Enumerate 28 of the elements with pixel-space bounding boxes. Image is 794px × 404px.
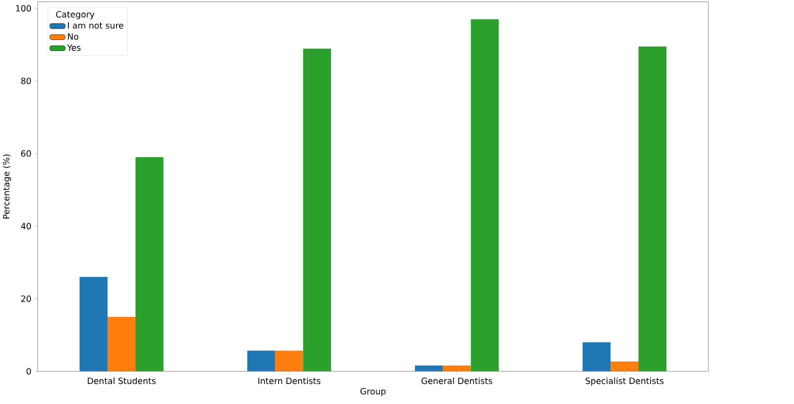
y-tick-label: 40 <box>21 223 31 230</box>
bar <box>135 157 164 372</box>
legend-title: Category <box>56 11 94 20</box>
y-tick-label: 0 <box>26 368 31 375</box>
x-axis-title: Group <box>360 388 386 396</box>
y-tick-label: 60 <box>21 150 31 157</box>
bar <box>470 19 499 372</box>
bar <box>303 48 332 372</box>
legend-label: I am not sure <box>68 22 124 29</box>
x-tick-label: Specialist Dentists <box>586 378 664 386</box>
bar <box>638 46 666 372</box>
y-tick-label: 20 <box>21 296 31 302</box>
bar <box>275 350 304 372</box>
legend-label: Yes <box>67 44 81 51</box>
y-tick-label: 80 <box>21 78 31 84</box>
bar <box>247 350 276 372</box>
bar <box>582 342 611 372</box>
bar <box>414 366 443 372</box>
bar <box>80 277 108 372</box>
y-axis-title: Percentage (%) <box>2 154 12 219</box>
x-tick-label: Intern Dentists <box>258 378 320 384</box>
legend-label: No <box>68 34 78 40</box>
bar <box>610 362 638 372</box>
x-tick-label: General Dentists <box>422 378 492 384</box>
x-tick-label: Dental Students <box>88 378 156 384</box>
bar <box>442 366 471 372</box>
bar <box>108 317 136 372</box>
y-tick-label: 100 <box>16 5 31 12</box>
